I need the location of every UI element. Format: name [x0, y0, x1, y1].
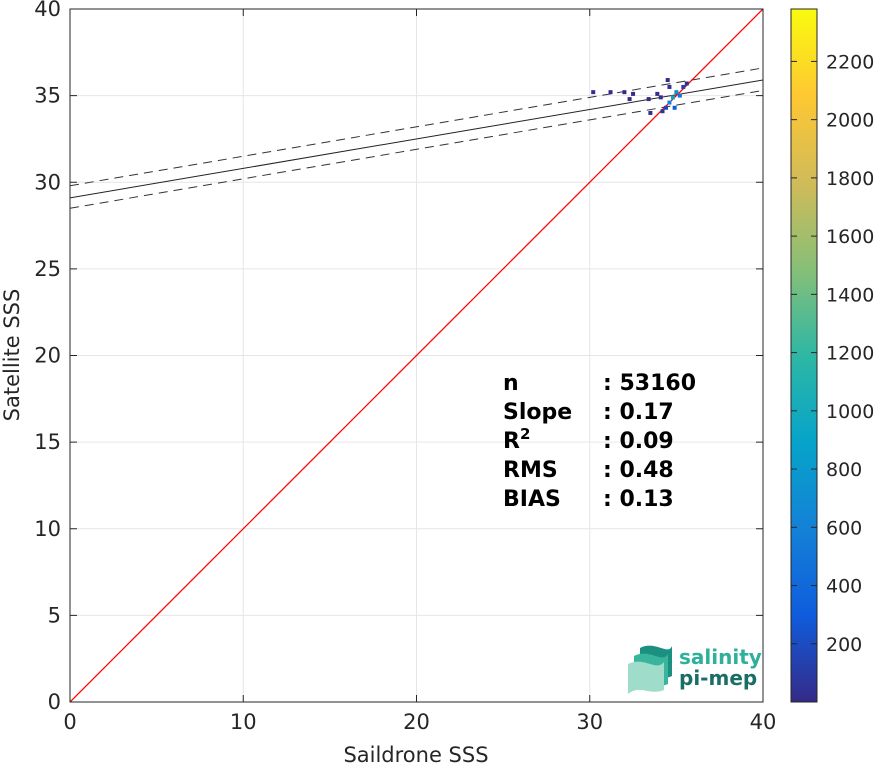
- x-tick-label-4: 40: [750, 710, 777, 734]
- stat-value-2: : 0.09: [603, 429, 674, 454]
- colorbar-tick-label-0: 200: [826, 634, 862, 656]
- y-tick-label-6: 30: [34, 170, 61, 194]
- density-cell-14: [631, 91, 636, 96]
- colorbar-tick-label-5: 1200: [826, 343, 874, 365]
- colorbar-ticks: 200 400 600 800 1000 1200 1400 1600 1800 2000 2200: [791, 51, 874, 656]
- stat-value-1: : 0.17: [603, 400, 674, 425]
- confidence-line-0: [70, 67, 763, 187]
- density-cell-0: [670, 95, 675, 100]
- y-tick-label-1: 5: [48, 603, 61, 627]
- colorbar-tick-label-7: 1600: [826, 226, 874, 248]
- colorbar-tick-label-9: 2000: [826, 110, 874, 132]
- y-tick-label-4: 20: [34, 344, 61, 368]
- y-axis-ticks: 0 5 10 15 20 25 30 35 40: [34, 0, 763, 714]
- density-cell-10: [658, 95, 663, 100]
- logo-line-2: pi-mep: [679, 666, 757, 690]
- density-cell-8: [667, 84, 672, 89]
- density-cell-15: [622, 90, 627, 95]
- colorbar: 200 400 600 800 1000 1200 1400 1600 1800 2000 2200: [790, 8, 874, 703]
- density-cell-2: [667, 100, 672, 105]
- colorbar-tick-label-8: 1800: [826, 168, 874, 190]
- density-points: [591, 78, 689, 115]
- stat-value-4: : 0.13: [603, 487, 674, 512]
- density-cell-13: [648, 110, 653, 115]
- confidence-lines: [70, 67, 763, 209]
- stat-label-0: n: [503, 371, 519, 396]
- y-tick-label-0: 0: [48, 690, 61, 714]
- density-cell-9: [665, 78, 670, 83]
- x-axis-label: Saildrone SSS: [343, 743, 488, 764]
- y-axis-label: Satellite SSS: [0, 289, 24, 422]
- x-axis-ticks: 0 10 20 30 40: [63, 9, 776, 734]
- colorbar-tick-label-3: 800: [826, 459, 862, 481]
- stat-label-2: R2: [503, 425, 530, 454]
- density-cell-1: [674, 90, 679, 95]
- logo-wave-front: [628, 661, 664, 694]
- colorbar-tick-label-1: 400: [826, 576, 862, 598]
- stat-label-sup-2: 2: [520, 425, 530, 443]
- x-tick-label-3: 30: [576, 710, 603, 734]
- density-cell-4: [672, 105, 677, 110]
- y-tick-label-8: 40: [34, 0, 61, 21]
- stat-value-3: : 0.48: [603, 458, 674, 483]
- x-tick-label-2: 20: [403, 710, 430, 734]
- colorbar-tick-label-6: 1400: [826, 284, 874, 306]
- density-cell-3: [677, 93, 682, 98]
- salinity-pi-mep-logo: salinity pi-mep: [628, 645, 762, 694]
- colorbar-tick-label-2: 600: [826, 517, 862, 539]
- density-cell-11: [655, 91, 660, 96]
- colorbar-scale: [790, 8, 818, 703]
- density-cell-6: [660, 109, 665, 114]
- density-cell-19: [646, 97, 651, 102]
- stat-label-4: BIAS: [503, 487, 561, 512]
- stat-label-1: Slope: [503, 400, 572, 425]
- y-tick-label-2: 10: [34, 517, 61, 541]
- stats-box: n : 53160 Slope : 0.17 R2 : 0.09 RMS : 0.48 BIAS…: [503, 371, 696, 512]
- identity-line: [70, 9, 763, 702]
- x-tick-label-0: 0: [63, 710, 76, 734]
- density-cell-7: [681, 84, 686, 89]
- density-cell-12: [684, 81, 689, 86]
- density-cell-17: [591, 90, 596, 95]
- stat-label-3: RMS: [503, 458, 558, 483]
- colorbar-tick-label-4: 1000: [826, 401, 874, 423]
- density-cell-5: [663, 105, 668, 110]
- stat-value-0: : 53160: [603, 371, 696, 396]
- confidence-line-1: [70, 89, 763, 209]
- density-cell-18: [627, 97, 632, 102]
- colorbar-tick-label-10: 2200: [826, 51, 874, 73]
- logo-line-1: salinity: [679, 645, 762, 669]
- y-tick-label-7: 35: [34, 84, 61, 108]
- density-cell-16: [608, 90, 613, 95]
- plot-area: [70, 9, 763, 702]
- y-tick-label-5: 25: [34, 257, 61, 281]
- y-tick-label-3: 15: [34, 430, 61, 454]
- x-tick-label-1: 10: [230, 710, 257, 734]
